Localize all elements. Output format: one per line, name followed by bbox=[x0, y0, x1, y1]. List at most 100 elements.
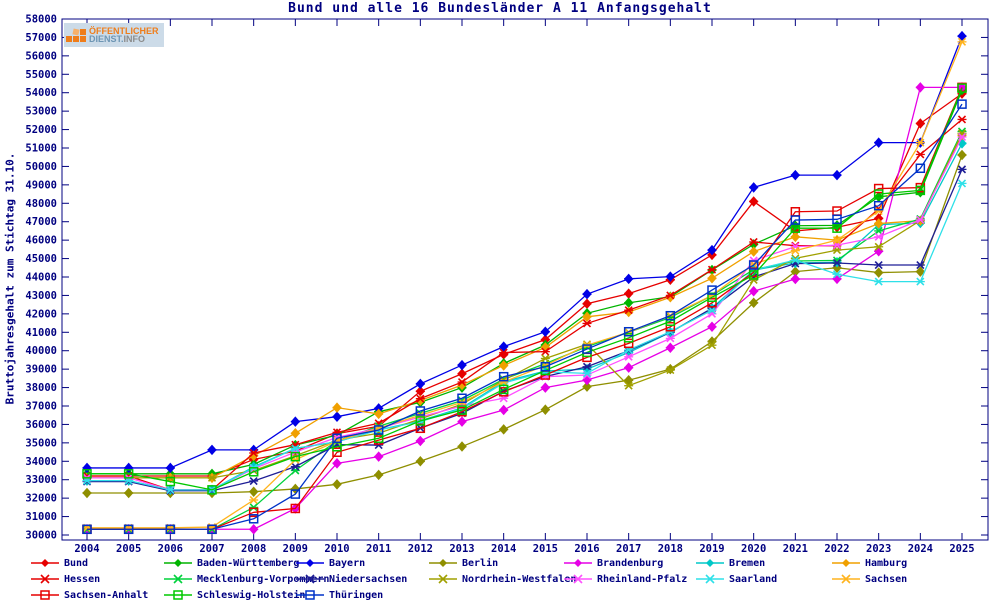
legend-item-hamburg: Hamburg bbox=[831, 556, 907, 570]
data-point-marker bbox=[832, 214, 842, 225]
data-point-marker bbox=[748, 260, 759, 270]
legend-label: Bayern bbox=[329, 557, 366, 569]
legend-label: Nordrhein-Westfalen bbox=[462, 573, 577, 585]
legend-item-niedersachsen: Niedersachsen bbox=[295, 572, 407, 586]
x-tick-label: 2008 bbox=[241, 543, 266, 555]
legend-item-schleswig-holstein: Schleswig-Holstein bbox=[163, 588, 305, 600]
series-line-schleswig-holstein bbox=[87, 87, 963, 491]
data-point-marker bbox=[248, 514, 259, 524]
legend-marker-icon bbox=[832, 559, 860, 567]
series-line-hamburg bbox=[87, 134, 963, 479]
data-point-marker bbox=[915, 185, 926, 196]
x-tick-label: 2025 bbox=[949, 543, 974, 555]
data-point-marker bbox=[165, 524, 176, 535]
data-point-marker bbox=[123, 524, 134, 535]
legend-marker-icon bbox=[31, 590, 59, 600]
data-point-marker bbox=[248, 467, 259, 477]
y-tick-label: 45000 bbox=[25, 253, 57, 265]
logo-line1: ÖFFENTLICHER bbox=[89, 26, 159, 36]
x-tick-label: 2020 bbox=[741, 543, 766, 555]
data-point-marker bbox=[82, 469, 92, 479]
data-point-marker bbox=[957, 99, 967, 109]
data-point-marker bbox=[707, 292, 717, 303]
series-line-th-ringen bbox=[87, 103, 963, 530]
data-point-marker bbox=[707, 298, 717, 308]
y-tick-label: 56000 bbox=[25, 50, 57, 62]
legend-label: Brandenburg bbox=[597, 557, 664, 569]
y-tick-label: 47000 bbox=[25, 216, 57, 228]
data-point-marker bbox=[332, 447, 342, 458]
data-point-marker bbox=[665, 316, 676, 326]
y-tick-label: 54000 bbox=[25, 87, 57, 99]
legend-marker-icon bbox=[31, 559, 59, 567]
legend-label: Baden-Württemberg bbox=[197, 557, 300, 569]
data-point-marker bbox=[332, 433, 342, 443]
data-point-marker bbox=[873, 189, 884, 199]
x-tick-label: 2006 bbox=[158, 543, 183, 555]
data-point-marker bbox=[373, 425, 384, 435]
x-tick-label: 2011 bbox=[366, 543, 391, 555]
legend-label: Berlin bbox=[462, 557, 499, 569]
logo-squares-icon bbox=[66, 27, 86, 42]
x-tick-label: 2023 bbox=[866, 543, 891, 555]
x-tick-label: 2009 bbox=[283, 543, 308, 555]
y-tick-label: 31000 bbox=[25, 511, 57, 523]
x-tick-label: 2017 bbox=[616, 543, 641, 555]
legend-item-bayern: Bayern bbox=[295, 556, 365, 570]
y-tick-label: 50000 bbox=[25, 161, 57, 173]
y-tick-label: 42000 bbox=[25, 308, 57, 320]
x-tick-label: 2022 bbox=[824, 543, 849, 555]
x-tick-label: 2007 bbox=[199, 543, 224, 555]
y-tick-label: 36000 bbox=[25, 419, 57, 431]
y-tick-label: 58000 bbox=[25, 13, 57, 25]
series-line-baden-w-rttemberg bbox=[87, 89, 963, 475]
x-tick-label: 2014 bbox=[491, 543, 516, 555]
legend-label: Bund bbox=[64, 557, 89, 569]
series-line-rheinland-pfalz bbox=[87, 136, 963, 491]
legend-marker-icon bbox=[696, 574, 724, 584]
y-tick-label: 39000 bbox=[25, 364, 57, 376]
data-point-marker bbox=[873, 200, 884, 211]
legend-label: Sachsen-Anhalt bbox=[64, 589, 149, 600]
x-tick-label: 2024 bbox=[908, 543, 933, 555]
data-point-marker bbox=[790, 207, 801, 217]
y-tick-label: 52000 bbox=[25, 124, 57, 136]
data-point-marker bbox=[415, 406, 426, 416]
legend-label: Saarland bbox=[729, 573, 778, 585]
legend-marker-icon bbox=[696, 559, 724, 567]
series-line-berlin bbox=[87, 154, 963, 494]
y-tick-label: 43000 bbox=[25, 290, 57, 302]
legend-marker-icon bbox=[164, 590, 192, 600]
y-tick-label: 49000 bbox=[25, 179, 57, 191]
logo-line2a: DIENST. bbox=[89, 34, 124, 44]
x-tick-label: 2019 bbox=[699, 543, 724, 555]
legend-item-sachsen: Sachsen bbox=[831, 572, 907, 586]
legend-label: Rheinland-Pfalz bbox=[597, 573, 688, 585]
data-point-marker bbox=[790, 215, 801, 225]
legend-item-berlin: Berlin bbox=[428, 556, 498, 570]
data-point-marker bbox=[373, 433, 384, 443]
data-point-marker bbox=[123, 469, 134, 479]
legend-item-rheinland-pfalz: Rheinland-Pfalz bbox=[563, 572, 687, 586]
series-line-niedersachsen bbox=[87, 169, 963, 492]
legend-item-sachsen-anhalt: Sachsen-Anhalt bbox=[30, 588, 148, 600]
legend-marker-icon bbox=[564, 574, 592, 584]
data-point-marker bbox=[498, 371, 509, 382]
data-point-marker bbox=[290, 451, 301, 462]
x-tick-label: 2015 bbox=[533, 543, 558, 555]
data-point-marker bbox=[623, 338, 634, 349]
data-point-marker bbox=[790, 223, 801, 233]
legend-label: Sachsen bbox=[865, 573, 908, 585]
legend-marker-icon bbox=[832, 574, 860, 584]
series-line-sachsen-anhalt bbox=[87, 87, 963, 530]
legend-item-brandenburg: Brandenburg bbox=[563, 556, 663, 570]
legend-item-saarland: Saarland bbox=[695, 572, 777, 586]
data-point-marker bbox=[207, 524, 217, 535]
data-point-marker bbox=[707, 285, 717, 295]
chart-legend: Bund Baden-Württemberg Bayern Berlin Branden… bbox=[0, 556, 1000, 600]
x-tick-label: 2012 bbox=[408, 543, 433, 555]
legend-label: Hamburg bbox=[865, 557, 908, 569]
legend-label: Bremen bbox=[729, 557, 766, 569]
data-point-marker bbox=[498, 384, 509, 395]
logo-text: ÖFFENTLICHER DIENST.INFO bbox=[89, 26, 159, 44]
